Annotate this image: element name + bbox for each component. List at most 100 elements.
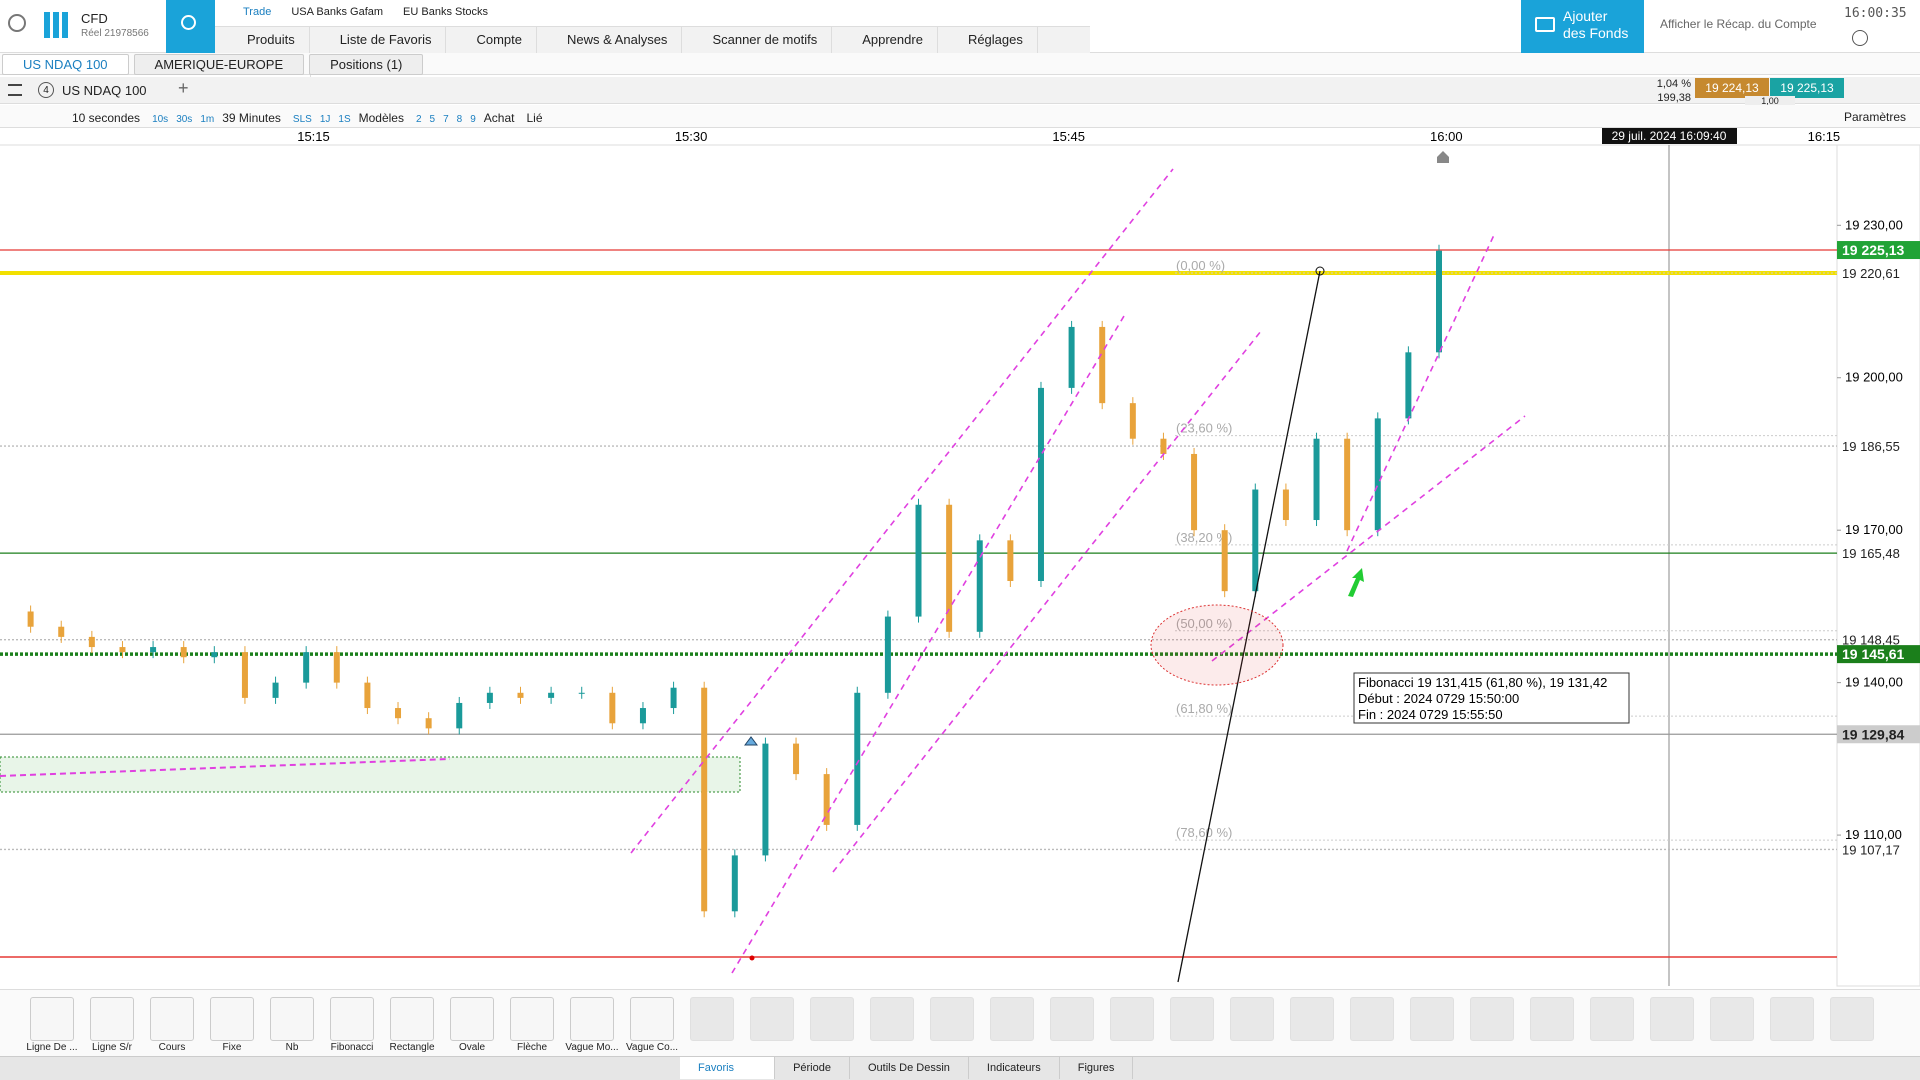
empty-slot[interactable] — [1230, 997, 1274, 1041]
empty-slot[interactable] — [1830, 997, 1874, 1041]
fib-handle[interactable] — [1315, 266, 1325, 276]
empty-slot[interactable] — [990, 997, 1034, 1041]
tool-button[interactable] — [570, 997, 614, 1041]
menu-item[interactable]: Scanner de motifs — [682, 27, 833, 53]
toolbar-item[interactable]: Modèles — [358, 111, 404, 125]
menu-item[interactable]: Liste de Favoris — [310, 27, 447, 53]
settings[interactable]: Paramètres — [1844, 110, 1907, 124]
empty-slot[interactable] — [1470, 997, 1514, 1041]
candle — [1068, 326, 1075, 388]
candle — [303, 652, 310, 683]
toolbar-item[interactable]: 39 Minutes — [222, 111, 281, 125]
empty-slot[interactable] — [1530, 997, 1574, 1041]
toolbar-item[interactable]: SLS — [292, 114, 312, 125]
workspace-tab[interactable]: Positions (1) — [309, 54, 424, 75]
level-label: 19 145,61 — [1842, 646, 1904, 662]
toolbar-item[interactable]: 2 — [415, 114, 422, 125]
toolbar-item[interactable]: 5 — [429, 114, 436, 125]
menu-item[interactable]: Apprendre — [832, 27, 938, 53]
drawing-tools: Ligne De ... Ligne S/r Cours Fixe Nb Fibonacc… — [0, 989, 1920, 1056]
tool-button[interactable] — [270, 997, 314, 1041]
tool-button[interactable] — [510, 997, 554, 1041]
empty-slot[interactable] — [1350, 997, 1394, 1041]
empty-slot[interactable] — [1050, 997, 1094, 1041]
menu-item[interactable]: Réglages — [938, 27, 1038, 53]
toolbar-item[interactable]: 10 secondes — [72, 111, 141, 125]
toolbar-item[interactable]: Lié — [526, 111, 543, 125]
candle — [27, 611, 34, 627]
tool-button[interactable] — [630, 997, 674, 1041]
toolbar-item[interactable]: 1m — [200, 114, 215, 125]
empty-slot[interactable] — [1110, 997, 1154, 1041]
fib-tooltip-line: Fibonacci 19 131,415 (61,80 %), 19 131,4… — [1358, 675, 1607, 690]
menu-item[interactable]: News & Analyses — [537, 27, 683, 53]
toolbar-item[interactable]: 7 — [443, 114, 449, 125]
tool-button[interactable] — [150, 997, 194, 1041]
y-tick-label: 19 170,00 — [1845, 522, 1903, 537]
level-label: 19 225,13 — [1842, 242, 1904, 258]
toolbar-item[interactable]: 10s — [152, 114, 169, 125]
toolbar-item[interactable]: Achat — [483, 111, 515, 125]
empty-slot[interactable] — [1290, 997, 1334, 1041]
tab[interactable]: USA Banks Gafam — [291, 6, 384, 18]
candle — [1313, 438, 1320, 521]
bottom-tab[interactable]: Outils De Dessin — [850, 1057, 969, 1079]
toolbar-item[interactable]: 9 — [470, 114, 476, 125]
empty-slot[interactable] — [1170, 997, 1214, 1041]
empty-slot[interactable] — [810, 997, 854, 1041]
tool-label: Ligne De ... — [26, 1042, 78, 1053]
menu-item[interactable]: Produits — [215, 27, 310, 53]
account-summary[interactable]: Afficher le Récap. du Compte — [1660, 17, 1817, 31]
tool-button[interactable] — [450, 997, 494, 1041]
empty-slot[interactable] — [870, 997, 914, 1041]
tool-button[interactable] — [330, 997, 374, 1041]
spread: 1,00 — [1745, 96, 1795, 106]
toolbar-item[interactable]: 1S — [338, 114, 351, 125]
empty-slot[interactable] — [1710, 997, 1754, 1041]
empty-slot[interactable] — [750, 997, 794, 1041]
fib-label: (78,60 %) — [1176, 825, 1232, 840]
empty-slot[interactable] — [1590, 997, 1634, 1041]
candle — [333, 652, 340, 683]
empty-slot[interactable] — [1650, 997, 1694, 1041]
candle — [793, 743, 800, 775]
empty-slot[interactable] — [1770, 997, 1814, 1041]
ask[interactable]: 19 225,13 — [1770, 78, 1844, 98]
workspace-tab[interactable]: AMERIQUE-EUROPE — [133, 54, 305, 75]
tab[interactable]: Trade — [243, 6, 272, 18]
change-points: 199,38 — [1657, 92, 1691, 104]
candle — [425, 718, 432, 729]
badge: 4 — [38, 82, 54, 98]
candle — [884, 616, 891, 693]
level-label: 19 186,55 — [1842, 439, 1900, 454]
toolbar-item[interactable]: 30s — [176, 114, 193, 125]
candle — [762, 743, 769, 856]
level-label: 19 129,84 — [1842, 726, 1904, 742]
tool-button[interactable] — [30, 997, 74, 1041]
tool-button[interactable] — [210, 997, 254, 1041]
tool-button[interactable] — [90, 997, 134, 1041]
menu-item[interactable]: Compte — [446, 27, 537, 53]
search-button[interactable] — [166, 0, 215, 53]
bottom-tab[interactable]: Figures — [1060, 1057, 1134, 1079]
add-icon[interactable]: + — [178, 78, 189, 98]
add-funds-button[interactable]: Ajouter des Fonds — [1521, 0, 1644, 53]
user-icon[interactable] — [8, 14, 26, 32]
empty-slot[interactable] — [1410, 997, 1454, 1041]
info-icon[interactable] — [1852, 30, 1868, 46]
toolbar-item[interactable]: 1J — [319, 114, 331, 125]
tool-button[interactable] — [390, 997, 434, 1041]
bottom-tab[interactable]: Période — [775, 1057, 850, 1079]
toolbar-item[interactable]: 8 — [456, 114, 463, 125]
bid[interactable]: 19 224,13 — [1695, 78, 1769, 98]
bottom-tab[interactable]: Indicateurs — [969, 1057, 1060, 1079]
tool-label: Ligne S/r — [91, 1042, 133, 1053]
bottom-tab[interactable]: Favoris — [680, 1057, 776, 1079]
empty-slot[interactable] — [930, 997, 974, 1041]
empty-slot[interactable] — [690, 997, 734, 1041]
trend-line — [0, 758, 451, 777]
hamburger[interactable] — [8, 84, 22, 96]
workspace-tab[interactable]: US NDAQ 100 — [2, 54, 129, 75]
tab[interactable]: EU Banks Stocks — [403, 6, 489, 18]
